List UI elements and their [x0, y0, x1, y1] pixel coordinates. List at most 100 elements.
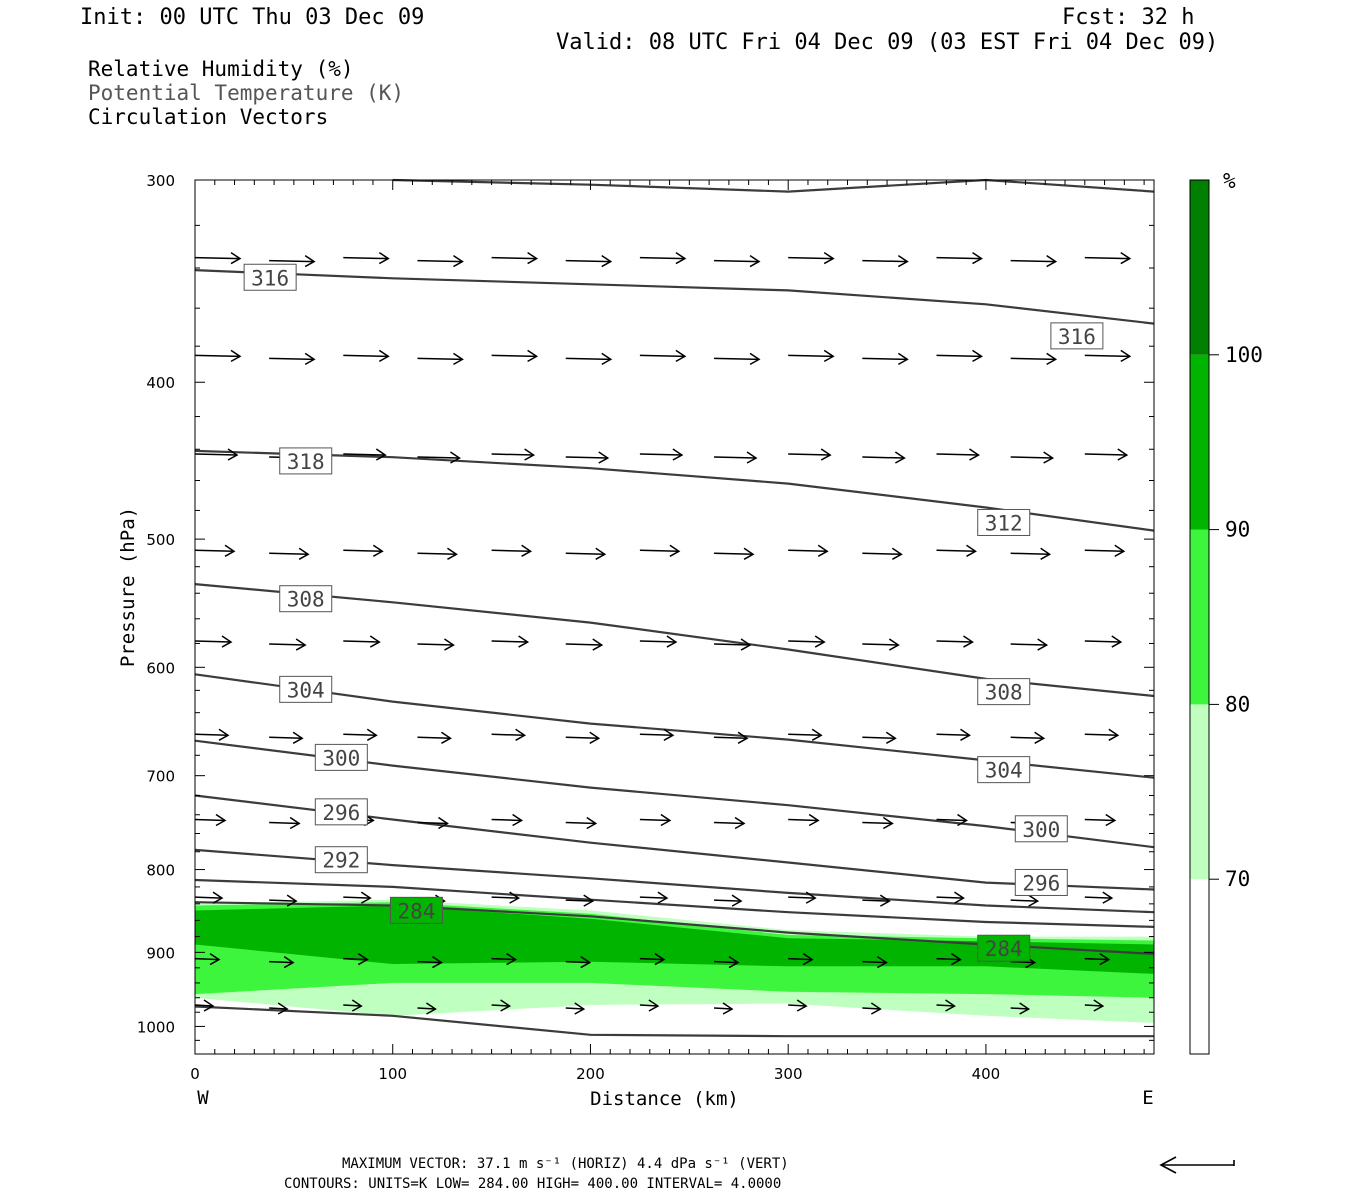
theta-label-box	[977, 756, 1031, 784]
vector-shaft	[862, 643, 899, 646]
theta-label-308: 308	[977, 678, 1031, 706]
vector-arrow	[417, 451, 461, 464]
vector-head	[509, 891, 521, 904]
vector-head	[820, 448, 832, 461]
vector-shaft	[343, 1004, 362, 1007]
vector-shaft	[343, 549, 383, 553]
vector-arrow	[491, 251, 539, 265]
vector-shaft	[491, 640, 528, 643]
vector-arrow	[639, 999, 660, 1012]
vector-shaft	[417, 960, 442, 964]
vector-head	[351, 999, 363, 1012]
vector-shaft	[936, 640, 973, 643]
vector-shaft	[714, 456, 757, 459]
theta-label-316: 316	[243, 263, 297, 291]
vector-arrow	[936, 448, 980, 461]
vector-arrow	[788, 635, 826, 648]
vector-head	[298, 547, 310, 560]
vector-head	[292, 731, 304, 744]
vector-head	[295, 638, 307, 651]
vector-head	[746, 451, 758, 464]
vector-head	[1108, 728, 1120, 741]
colorbar-level-label: 90	[1225, 518, 1250, 542]
vector-head	[1034, 731, 1046, 744]
vector-head	[580, 955, 592, 969]
vector-arrow	[714, 816, 746, 830]
vector-shaft	[269, 357, 315, 361]
y-tick-label: 500	[146, 531, 175, 549]
theta-label-text: 296	[1022, 871, 1060, 895]
vector-head	[957, 813, 968, 827]
vector-head	[375, 448, 387, 461]
vector-arrow	[714, 894, 743, 907]
theta-label-box	[1014, 868, 1068, 896]
vector-arrow	[1084, 635, 1123, 648]
vector-head	[648, 999, 660, 1012]
vector-head	[515, 728, 527, 741]
vector-head	[885, 731, 897, 744]
vector-head	[894, 451, 906, 464]
vector-head	[512, 813, 524, 827]
vector-head	[426, 1002, 437, 1015]
vector-head	[945, 999, 956, 1012]
vector-arrow	[491, 999, 512, 1012]
header-forecast-hour: Fcst: 32 h	[1062, 5, 1195, 30]
vector-arrow	[194, 891, 224, 904]
vector-shaft	[343, 640, 380, 643]
vector-arrow	[862, 451, 906, 464]
vector-shaft	[194, 354, 241, 358]
header-valid-time: Valid: 08 UTC Fri 04 Dec 09 (03 EST Fri …	[556, 30, 1219, 55]
vector-arrow	[639, 891, 669, 904]
vector-arrow	[639, 448, 684, 461]
vector-shaft	[936, 733, 970, 737]
vector-shaft	[491, 1004, 510, 1007]
vector-head	[209, 952, 221, 966]
vector-head	[289, 816, 301, 830]
vector-arrow	[269, 816, 301, 830]
vector-arrow	[269, 955, 295, 969]
theta-label-box	[243, 263, 297, 291]
vector-head	[447, 547, 458, 560]
vector-shaft	[565, 1007, 584, 1010]
vector-head	[731, 894, 743, 907]
vector-head	[598, 451, 610, 464]
theta-label-text: 300	[1022, 818, 1060, 842]
theta-label-304: 304	[279, 675, 333, 703]
vector-head	[1028, 894, 1040, 907]
vector-shaft	[936, 549, 976, 553]
vector-shaft	[714, 1007, 733, 1010]
vector-head	[654, 952, 666, 966]
vector-arrow	[1010, 894, 1040, 907]
vector-head	[675, 349, 687, 363]
vector-arrow	[1010, 1002, 1031, 1015]
theta-label-284: 284	[389, 896, 443, 924]
vector-shaft	[1084, 733, 1118, 737]
vector-shaft	[1084, 1004, 1103, 1007]
vector-shaft	[1084, 640, 1121, 643]
vector-arrow	[194, 635, 233, 648]
vector-head	[372, 544, 384, 557]
theta-label-box	[279, 447, 333, 475]
vector-head	[527, 349, 539, 363]
x-axis-title: Distance (km)	[590, 1088, 739, 1110]
vector-shaft	[788, 818, 819, 822]
vector-arrow	[194, 349, 242, 363]
vector-arrow	[491, 544, 533, 557]
vector-shaft	[194, 640, 232, 643]
vector-head	[224, 544, 236, 557]
vector-shaft	[862, 456, 905, 459]
vector-shaft	[1084, 818, 1115, 822]
vector-head	[592, 638, 604, 651]
vector-arrow	[714, 1002, 734, 1015]
theta-label-box	[977, 934, 1031, 962]
vector-arrow	[1010, 638, 1049, 651]
vector-head	[441, 731, 452, 744]
vector-arrow	[1010, 731, 1046, 744]
vector-arrow	[862, 638, 900, 651]
vector-head	[891, 547, 903, 560]
vector-head	[805, 891, 817, 904]
vector-head	[506, 952, 518, 966]
vector-head	[369, 635, 381, 648]
vector-shaft	[1010, 552, 1050, 556]
